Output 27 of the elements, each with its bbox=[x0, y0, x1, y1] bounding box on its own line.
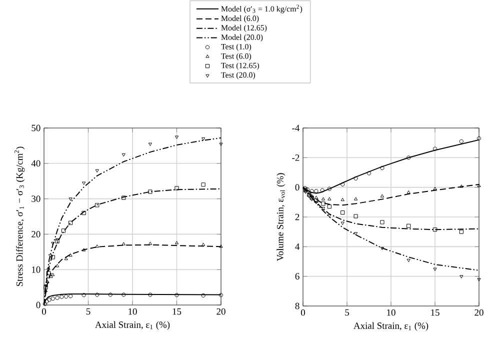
y-tick-label: 0 bbox=[295, 184, 300, 191]
y-tick-label: -4 bbox=[292, 124, 300, 132]
y-axis-title: Stress Difference, σ′$_{1}$ − σ′$_{3}$ (Kg/cm$^{2}$) bbox=[14, 146, 25, 286]
y-tick-label: 20 bbox=[32, 231, 40, 238]
x-tick-label: 15 bbox=[172, 308, 182, 315]
y-tick-label: 40 bbox=[31, 160, 40, 167]
y-tick-label: -2 bbox=[292, 154, 300, 161]
y-tick-label: 8 bbox=[295, 302, 300, 310]
x-tick-label: 20 bbox=[474, 309, 484, 316]
y-tick-label: 2 bbox=[295, 214, 300, 220]
x-axis-title: Axial Strain, ε$_{1}$ (%) bbox=[354, 322, 428, 331]
x-tick-label: 20 bbox=[216, 308, 226, 315]
x-tick-label: 5 bbox=[86, 308, 90, 315]
x-tick-label: 15 bbox=[431, 309, 440, 316]
x-tick-label: 5 bbox=[345, 309, 349, 316]
x-axis-title: Axial Strain, ε$_{1}$ (%) bbox=[95, 321, 170, 330]
y-tick-label: 0 bbox=[36, 302, 40, 308]
y-tick-label: 30 bbox=[32, 196, 40, 202]
y-tick-label: 4 bbox=[295, 244, 300, 250]
y-tick-label: 6 bbox=[295, 273, 300, 280]
y-tick-label: 50 bbox=[32, 124, 40, 132]
x-tick-label: 10 bbox=[128, 308, 137, 315]
x-tick-label: 0 bbox=[301, 309, 306, 316]
x-tick-label: 0 bbox=[42, 308, 46, 315]
x-tick-label: 10 bbox=[387, 309, 396, 316]
y-tick-label: 10 bbox=[32, 266, 40, 273]
y-axis-title: Volume Strain, ε$_{vol}$ (%) bbox=[276, 173, 286, 262]
